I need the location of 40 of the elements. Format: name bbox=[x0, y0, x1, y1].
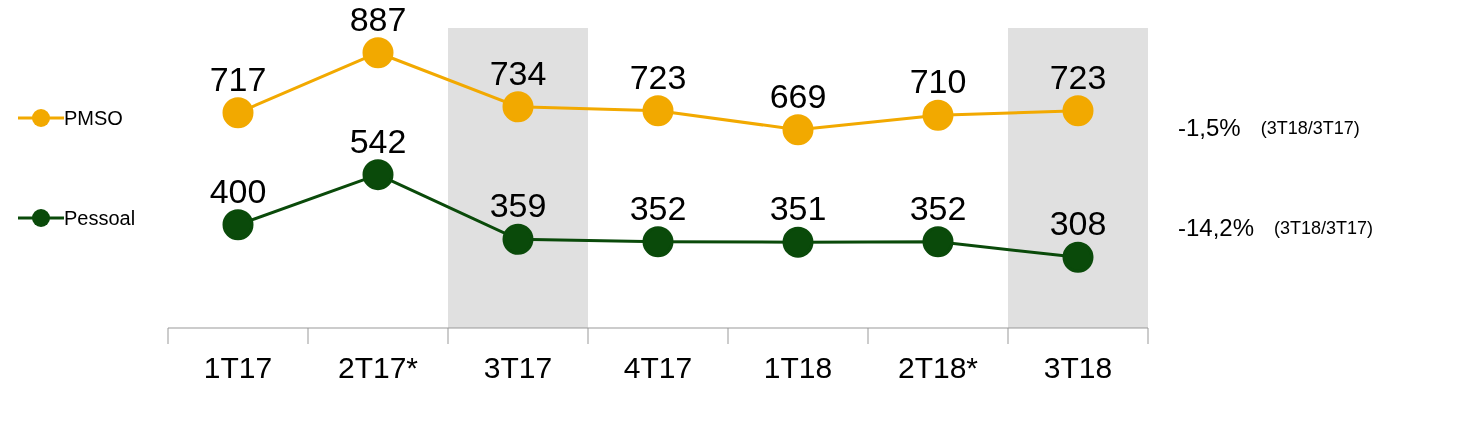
legend-label: PMSO bbox=[64, 106, 123, 130]
point bbox=[922, 226, 954, 258]
point bbox=[782, 226, 814, 258]
x-tick-label: 3T18 bbox=[1043, 351, 1113, 384]
x-tick-label: 1T18 bbox=[763, 351, 833, 384]
text: (3T18/3T17) bbox=[1260, 117, 1360, 139]
x-tick-label: 1T17 bbox=[203, 351, 273, 384]
x-tick-label: 4T17 bbox=[623, 351, 693, 384]
point bbox=[1062, 241, 1094, 273]
x-tick-label: 2T18* bbox=[897, 351, 979, 384]
x-tick-label: 3T17 bbox=[483, 351, 553, 384]
data-label: 351 bbox=[769, 189, 827, 228]
data-label: 542 bbox=[349, 121, 407, 160]
data-label: 669 bbox=[769, 76, 827, 115]
text: -14,2% bbox=[1178, 214, 1255, 242]
legend-label: Pessoal bbox=[64, 206, 136, 230]
data-label: 734 bbox=[489, 53, 547, 92]
point bbox=[642, 95, 674, 127]
x-tick-label: 2T17* bbox=[337, 351, 419, 384]
text: -1,5% bbox=[1178, 114, 1241, 142]
text: (3T18/3T17) bbox=[1274, 217, 1374, 239]
data-label: 308 bbox=[1049, 204, 1107, 243]
data-label: 352 bbox=[909, 188, 967, 227]
point bbox=[1062, 95, 1094, 127]
data-label: 352 bbox=[629, 188, 687, 227]
point bbox=[502, 91, 534, 123]
point bbox=[222, 209, 254, 241]
data-label: 717 bbox=[209, 59, 267, 98]
point bbox=[782, 114, 814, 146]
point bbox=[642, 226, 674, 258]
point bbox=[222, 97, 254, 129]
data-label: 710 bbox=[909, 62, 967, 101]
data-label: 359 bbox=[489, 186, 547, 225]
data-label: 723 bbox=[629, 57, 687, 96]
point bbox=[922, 99, 954, 131]
point bbox=[362, 159, 394, 191]
data-label: 400 bbox=[209, 171, 267, 210]
point bbox=[362, 37, 394, 69]
data-label: 723 bbox=[1049, 57, 1107, 96]
point bbox=[502, 223, 534, 255]
